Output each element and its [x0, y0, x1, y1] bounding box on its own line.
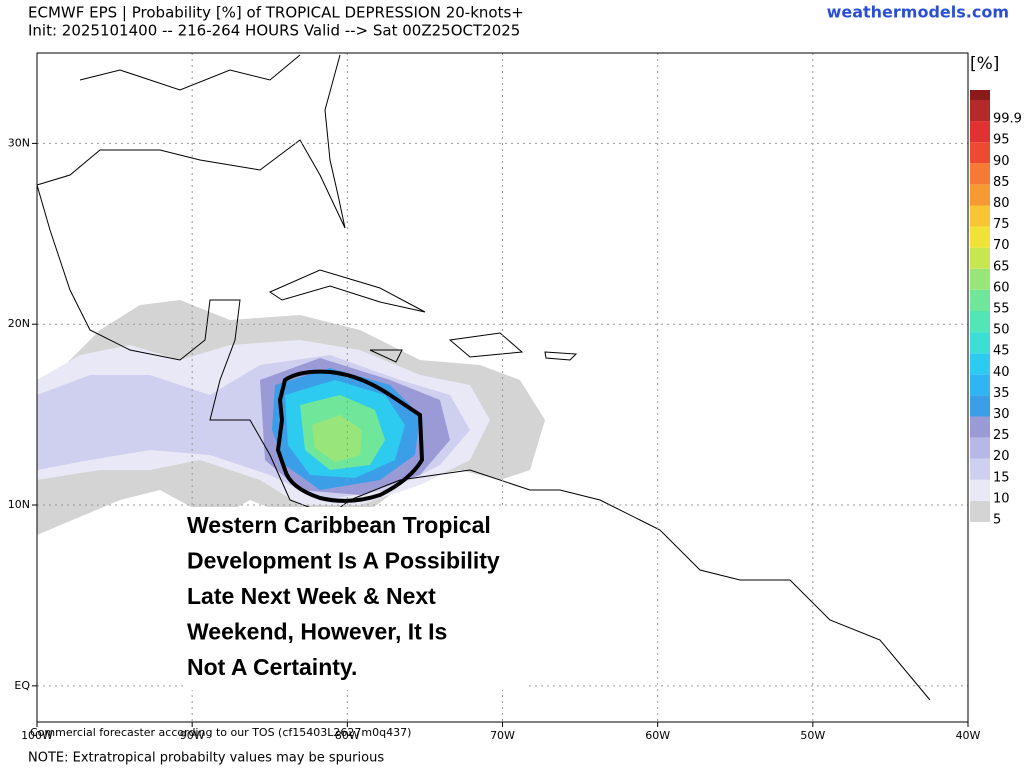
colorbar-label: 15 [993, 470, 1010, 485]
colorbar: 5 10 15 20 25 30 35 40 45 50 55 60 65 70 75 80 85 90 95 99.… [970, 100, 1022, 528]
colorbar-cap [970, 90, 990, 100]
prob-60 [312, 415, 362, 462]
annotation-line: Weekend, However, It Is [187, 619, 447, 645]
colorbar-swatch [970, 100, 990, 122]
colorbar-swatch [970, 479, 990, 501]
lat-label: 10N [8, 498, 30, 511]
colorbar-label: 65 [993, 259, 1010, 274]
lat-label: 20N [8, 317, 30, 330]
cuba [268, 269, 426, 313]
colorbar-swatch [970, 289, 990, 311]
annotation-line: Late Next Week & Next [187, 583, 436, 609]
lon-label: 70W [490, 729, 515, 742]
colorbar-label: 90 [993, 154, 1010, 169]
title: ECMWF EPS | Probability [%] of TROPICAL … [28, 4, 524, 22]
lon-label: 90W [180, 729, 205, 742]
colorbar-swatch [970, 332, 990, 354]
lon-label: 40W [956, 729, 981, 742]
map-frame [36, 52, 969, 723]
probability-contour [275, 369, 425, 503]
colorbar-label: 5 [993, 513, 1001, 528]
colorbar-swatch [970, 184, 990, 206]
graticule: 30N 20N 10N EQ 100W 90W 80W 70W 60W 50W 40W [8, 53, 981, 742]
colorbar-swatch [970, 205, 990, 227]
us-coast [36, 54, 346, 229]
colorbar-label: 95 [993, 133, 1010, 148]
annotation-line: Not A Certainty. [187, 654, 357, 680]
lon-label: 100W [21, 729, 53, 742]
colorbar-label: 45 [993, 344, 1010, 359]
colorbar-label: 40 [993, 365, 1010, 380]
lon-label: 60W [645, 729, 670, 742]
colorbar-swatch [970, 142, 990, 164]
colorbar-label: 25 [993, 428, 1010, 443]
colorbar-label: 55 [993, 302, 1010, 317]
colorbar-swatch [970, 458, 990, 480]
probability-field [37, 300, 545, 535]
colorbar-label: 20 [993, 449, 1010, 464]
colorbar-label: 85 [993, 175, 1010, 190]
lon-label: 80W [335, 729, 360, 742]
jamaica [369, 349, 403, 363]
site-link[interactable]: weathermodels.com [827, 3, 1009, 22]
colorbar-swatch [970, 353, 990, 375]
subtitle: Init: 2025101400 -- 216-264 HOURS Valid … [28, 22, 520, 40]
annotation-line: Western Caribbean Tropical [187, 512, 491, 538]
us-borders [79, 54, 301, 91]
colorbar-swatch [970, 121, 990, 143]
lat-label: EQ [14, 679, 30, 692]
colorbar-label: 75 [993, 217, 1010, 232]
colorbar-label: 35 [993, 386, 1010, 401]
colorbar-swatch [970, 437, 990, 459]
colorbar-swatch [970, 374, 990, 396]
colorbar-label: 50 [993, 323, 1010, 338]
annotation-box [183, 507, 528, 690]
colorbar-swatch [970, 163, 990, 185]
colorbar-swatch [970, 416, 990, 438]
colorbar-swatch [970, 500, 990, 522]
hispaniola [448, 332, 524, 358]
colorbar-label: 80 [993, 196, 1010, 211]
puerto-rico [544, 351, 578, 361]
colorbar-label: 99.9 [993, 112, 1022, 127]
annotation: Western Caribbean Tropical Development Is… [187, 512, 500, 680]
colorbar-label: 30 [993, 407, 1010, 422]
lat-label: 30N [8, 136, 30, 149]
colorbar-swatch [970, 395, 990, 417]
colorbar-swatch [970, 311, 990, 333]
annotation-line: Development Is A Possibility [187, 548, 500, 574]
colorbar-unit: [%] [970, 54, 999, 74]
colorbar-label: 60 [993, 280, 1010, 295]
lon-label: 50W [800, 729, 825, 742]
colorbar-swatch [970, 226, 990, 248]
license-text: Commercial forecaster according to our T… [30, 726, 411, 739]
colorbar-swatch [970, 247, 990, 269]
colorbar-label: 10 [993, 491, 1010, 506]
colorbar-label: 70 [993, 238, 1010, 253]
map: 30N 20N 10N EQ 100W 90W 80W 70W 60W 50W 40W Wester… [8, 52, 981, 742]
footnote: NOTE: Extratropical probabilty values ma… [28, 751, 384, 766]
colorbar-swatch [970, 268, 990, 290]
